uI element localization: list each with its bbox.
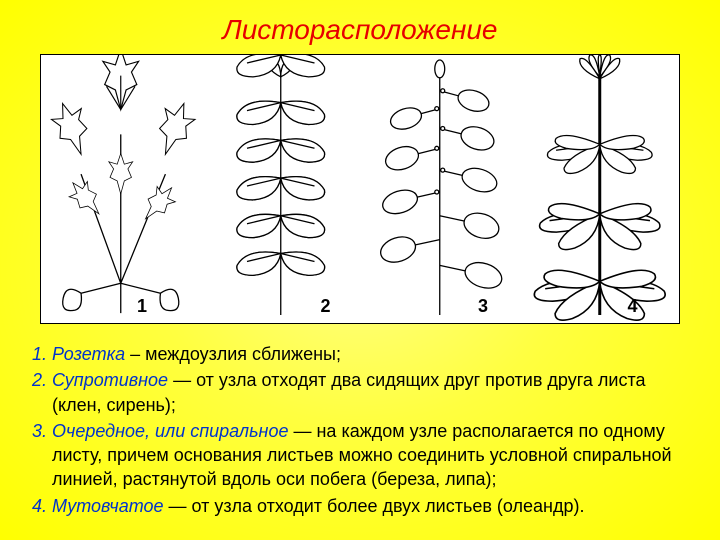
panel-1-number: 1	[137, 296, 147, 317]
figure: 1	[40, 54, 680, 324]
text-1: – междоузлия сближены;	[125, 344, 341, 364]
term-4: Мутовчатое	[52, 496, 164, 516]
panel-4-number: 4	[628, 296, 638, 317]
panel-3-number: 3	[478, 296, 488, 317]
panel-1: 1	[41, 55, 201, 323]
text-4: — от узла отходит более двух листьев (ол…	[164, 496, 585, 516]
term-3: Очередное, или спиральное	[52, 421, 288, 441]
definition-2: Супротивное — от узла отходят два сидящи…	[52, 368, 684, 417]
definitions-list: Розетка – междоузлия сближены; Супротивн…	[0, 342, 720, 518]
definition-1: Розетка – междоузлия сближены;	[52, 342, 684, 366]
panel-2: 2	[201, 55, 361, 323]
panel-4: 4	[520, 55, 680, 323]
term-1: Розетка	[52, 344, 125, 364]
page-title: Листорасположение	[0, 0, 720, 54]
panel-2-number: 2	[321, 296, 331, 317]
definition-4: Мутовчатое — от узла отходит более двух …	[52, 494, 684, 518]
definition-3: Очередное, или спиральное — на каждом уз…	[52, 419, 684, 492]
term-2: Супротивное	[52, 370, 168, 390]
panel-3: 3	[360, 55, 520, 323]
